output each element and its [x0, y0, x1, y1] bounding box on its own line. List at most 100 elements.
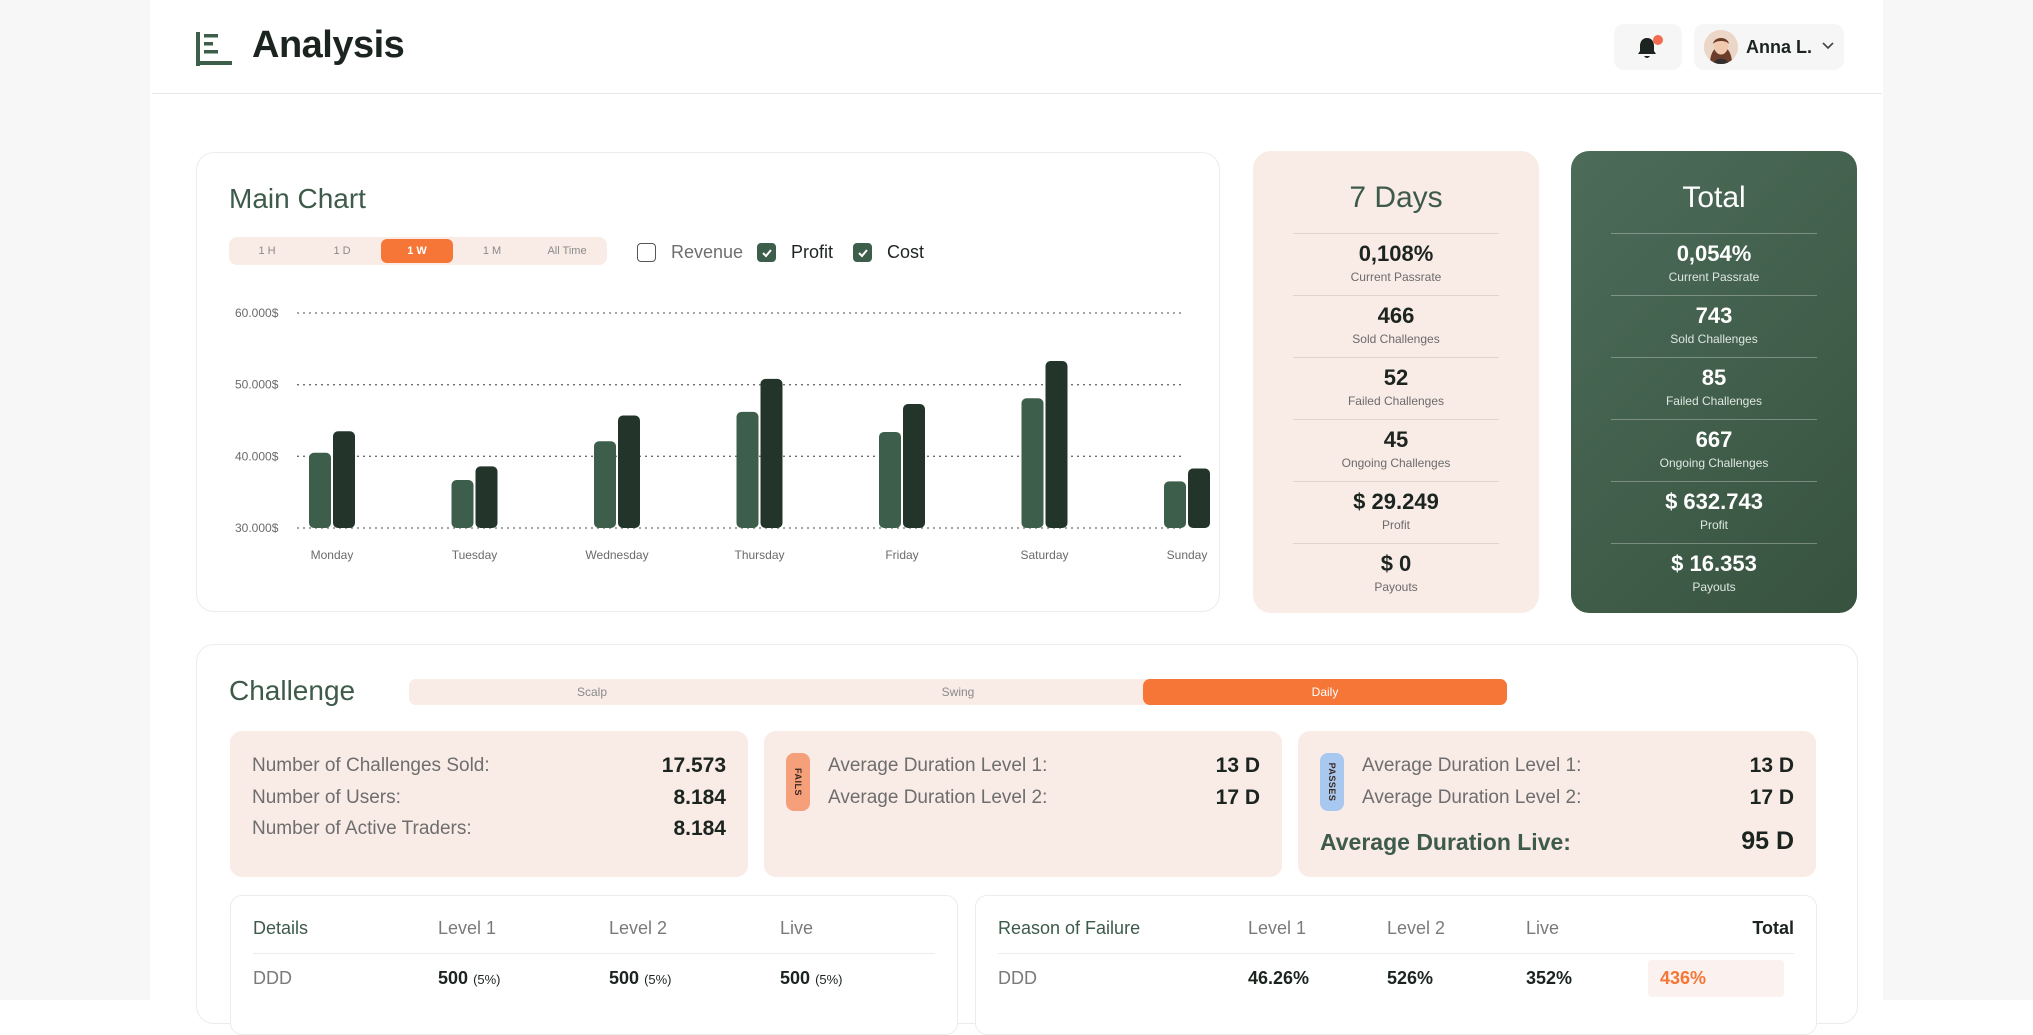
stat-label: Failed Challenges: [1665, 394, 1763, 408]
x-tick-label: Monday: [311, 548, 354, 562]
stat-label: Failed Challenges: [1347, 394, 1445, 408]
stat-sold-challenges: 466 Sold Challenges: [1293, 295, 1499, 357]
bar-cost: [760, 378, 783, 528]
tab-daily[interactable]: Daily: [1143, 679, 1507, 705]
stat-label: Payouts: [1692, 580, 1736, 594]
stat-value: $ 0: [1380, 551, 1412, 576]
stat-value: $ 632.743: [1665, 489, 1763, 514]
table-divider: [253, 953, 935, 954]
x-tick-label: Thursday: [734, 548, 784, 562]
main-chart-title: Main Chart: [229, 183, 366, 214]
table-cell: 500 (5%): [780, 968, 843, 989]
range-tab-1h[interactable]: 1 H: [258, 245, 276, 257]
range-tab-1d[interactable]: 1 D: [333, 245, 351, 257]
fails-badge: FAILS: [786, 753, 810, 811]
challenge-summary-box: Number of Challenges Sold: 17.573 Number…: [230, 731, 748, 877]
cell-value: 500: [609, 968, 640, 988]
checkmark-icon: [762, 249, 772, 258]
summary-label: Number of Active Traders:: [252, 818, 472, 839]
right-gutter: [1883, 0, 2033, 1000]
bar-profit: [594, 441, 616, 528]
table-header: Reason of Failure: [998, 918, 1141, 938]
bar-cost: [1188, 468, 1210, 528]
avatar-portrait-icon: [1704, 30, 1738, 64]
profit-checkbox[interactable]: [757, 243, 776, 262]
page-title: Analysis: [252, 24, 405, 66]
time-range-tabs: 1 H 1 D 1 W 1 M All Time: [229, 237, 607, 265]
table-cell: 46.26%: [1248, 968, 1310, 988]
cost-toggle-label: Cost: [887, 242, 925, 262]
main-bar-chart: 60.000$ 50.000$ 40.000$ 30.000$ Monday Tuesda…: [235, 306, 1210, 562]
menu-logo-icon[interactable]: [194, 30, 234, 68]
x-tick-label: Saturday: [1020, 548, 1068, 562]
seven-days-card: 7 Days 0,108% Current Passrate 466 Sold …: [1253, 151, 1539, 613]
stat-failed-challenges: 85 Failed Challenges: [1611, 357, 1817, 419]
range-tab-1w[interactable]: 1 W: [381, 239, 453, 263]
user-name: Anna L.: [1746, 37, 1812, 57]
bar-cost: [903, 404, 925, 528]
notification-dot: [1653, 35, 1663, 45]
range-tab-all-time[interactable]: All Time: [547, 245, 587, 257]
y-tick-label: 50.000$: [235, 378, 279, 392]
table-header: Live: [1526, 918, 1560, 938]
stat-value: 466: [1377, 303, 1415, 328]
fails-duration-box: FAILS Average Duration Level 1: 13 D Ave…: [764, 731, 1282, 877]
fails-label: Average Duration Level 1:: [828, 755, 1048, 776]
stat-label: Current Passrate: [1350, 270, 1442, 284]
bar-profit: [309, 452, 331, 528]
fails-value: 17 D: [1215, 786, 1260, 809]
bar-profit: [879, 431, 901, 528]
table-cell: 500 (5%): [438, 968, 501, 989]
profit-toggle-label: Profit: [791, 242, 834, 262]
tab-scalp[interactable]: Scalp: [576, 685, 608, 699]
stat-ongoing-challenges: 667 Ongoing Challenges: [1611, 419, 1817, 481]
stat-value: 0,108%: [1358, 241, 1434, 266]
stat-payouts: $ 16.353 Payouts: [1611, 543, 1817, 605]
fails-value: 13 D: [1215, 754, 1260, 777]
left-gutter: [0, 0, 150, 1000]
cell-percent: (5%): [473, 972, 501, 987]
stat-value: 45: [1383, 427, 1409, 452]
table-header: Level 2: [609, 918, 668, 938]
user-menu-button[interactable]: Anna L.: [1694, 24, 1844, 70]
challenge-card: Challenge Scalp Swing Daily Number of Ch…: [196, 644, 1858, 1035]
stat-label: Current Passrate: [1668, 270, 1760, 284]
live-duration-label: Average Duration Live:: [1320, 829, 1571, 855]
passes-badge: PASSES: [1320, 753, 1344, 811]
challenge-type-tabs: Scalp Swing Daily: [409, 679, 1507, 705]
table-header: Details: [253, 918, 309, 938]
main-chart-card: Main Chart 1 H 1 D 1 W 1 M All Time Reve…: [196, 152, 1220, 612]
bar-profit: [736, 411, 759, 528]
passes-label: Average Duration Level 2:: [1362, 787, 1582, 808]
seven-days-title: 7 Days: [1349, 181, 1443, 214]
total-card: Total 0,054% Current Passrate 743 Sold C…: [1571, 151, 1857, 613]
bar-cost: [475, 466, 498, 528]
stat-label: Sold Challenges: [1670, 332, 1758, 346]
summary-value: 8.184: [673, 786, 726, 809]
revenue-toggle-label: Revenue: [671, 242, 744, 262]
stat-current-passrate: 0,108% Current Passrate: [1293, 233, 1499, 295]
tab-swing[interactable]: Swing: [941, 685, 975, 699]
bar-profit: [1021, 398, 1044, 528]
table-cell: 526%: [1387, 968, 1434, 988]
notifications-button[interactable]: [1614, 24, 1682, 70]
bar-profit: [451, 479, 474, 528]
stat-label: Ongoing Challenges: [1341, 456, 1451, 470]
bell-icon: [1638, 38, 1656, 58]
summary-label: Number of Challenges Sold:: [252, 755, 490, 776]
bar-cost: [1045, 361, 1068, 528]
stat-profit: $ 632.743 Profit: [1611, 481, 1817, 543]
challenge-title: Challenge: [229, 675, 356, 706]
passes-badge-text: PASSES: [1327, 762, 1337, 802]
top-header: Analysis Anna L.: [152, 0, 1882, 94]
revenue-checkbox[interactable]: [637, 243, 656, 262]
live-duration-value: 95 D: [1741, 827, 1794, 855]
range-tab-1m[interactable]: 1 M: [482, 245, 502, 257]
bar-cost: [333, 431, 355, 528]
fails-label: Average Duration Level 2:: [828, 787, 1048, 808]
stat-label: Profit: [1381, 518, 1410, 532]
passes-label: Average Duration Level 1:: [1362, 755, 1582, 776]
table-header: Total: [1752, 918, 1794, 938]
cost-checkbox[interactable]: [853, 243, 872, 262]
stat-sold-challenges: 743 Sold Challenges: [1611, 295, 1817, 357]
